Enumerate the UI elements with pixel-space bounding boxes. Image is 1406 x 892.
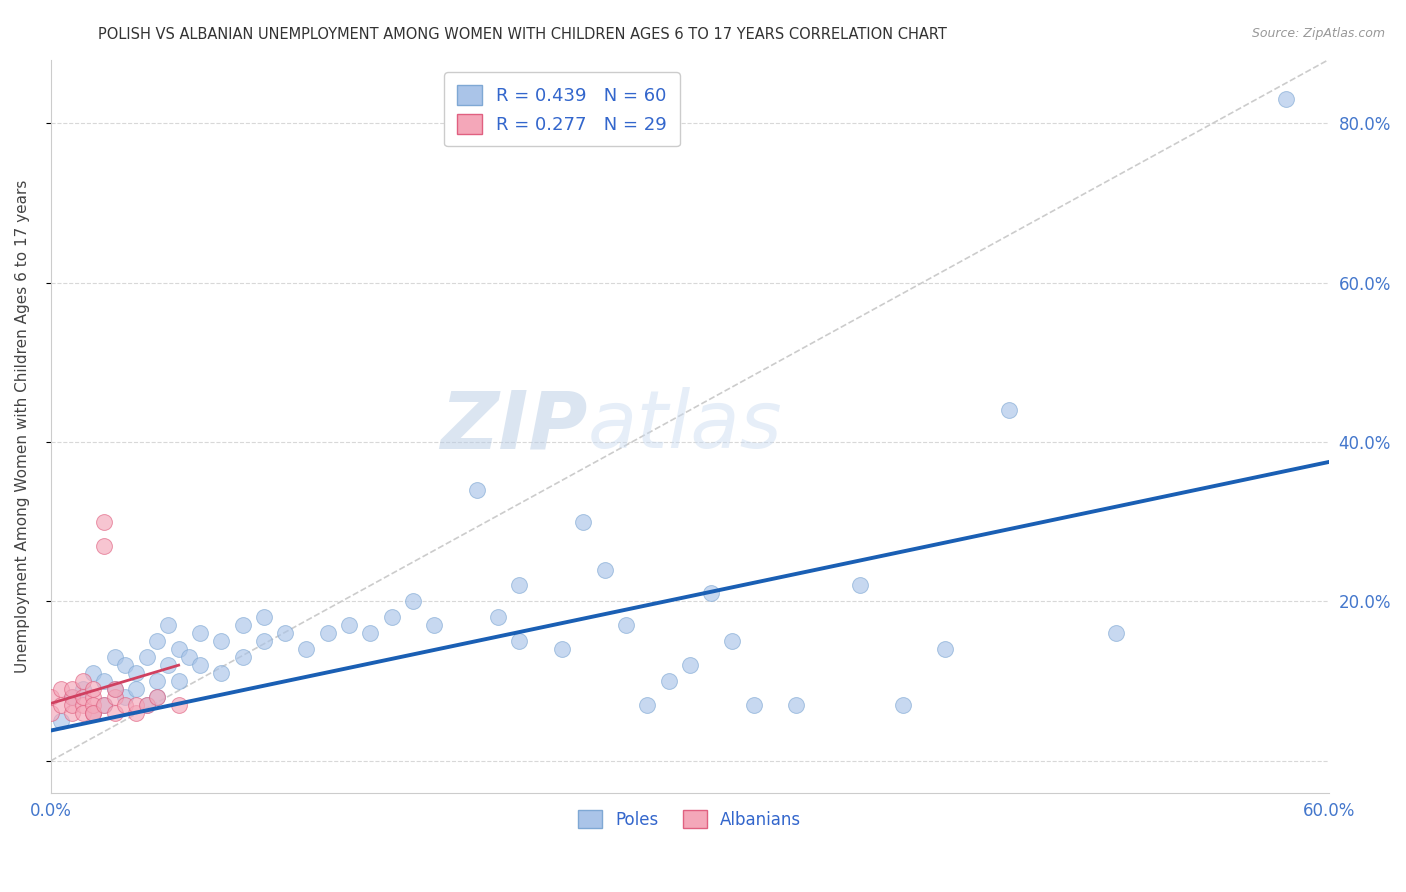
Point <box>636 698 658 712</box>
Point <box>82 666 104 681</box>
Point <box>721 634 744 648</box>
Point <box>423 618 446 632</box>
Point <box>209 634 232 648</box>
Point <box>742 698 765 712</box>
Point <box>125 682 148 697</box>
Point <box>146 690 169 704</box>
Point <box>849 578 872 592</box>
Text: POLISH VS ALBANIAN UNEMPLOYMENT AMONG WOMEN WITH CHILDREN AGES 6 TO 17 YEARS COR: POLISH VS ALBANIAN UNEMPLOYMENT AMONG WO… <box>98 27 948 42</box>
Point <box>465 483 488 497</box>
Point <box>82 698 104 712</box>
Point <box>51 714 73 728</box>
Point <box>508 578 530 592</box>
Point <box>51 682 73 697</box>
Point <box>93 698 115 712</box>
Point <box>274 626 297 640</box>
Point <box>82 690 104 704</box>
Point <box>82 706 104 720</box>
Point <box>231 618 253 632</box>
Point <box>125 666 148 681</box>
Point <box>381 610 404 624</box>
Point <box>72 682 94 697</box>
Point <box>93 698 115 712</box>
Point <box>82 706 104 720</box>
Point <box>125 706 148 720</box>
Point <box>156 618 179 632</box>
Point <box>39 690 62 704</box>
Point <box>295 642 318 657</box>
Point <box>402 594 425 608</box>
Point <box>359 626 381 640</box>
Point <box>72 698 94 712</box>
Point <box>188 658 211 673</box>
Point <box>156 658 179 673</box>
Point <box>72 706 94 720</box>
Point <box>614 618 637 632</box>
Point <box>891 698 914 712</box>
Point <box>104 650 127 665</box>
Point <box>104 682 127 697</box>
Point <box>72 690 94 704</box>
Point <box>39 706 62 720</box>
Point <box>593 563 616 577</box>
Legend: Poles, Albanians: Poles, Albanians <box>572 804 808 836</box>
Point <box>60 690 83 704</box>
Point <box>82 706 104 720</box>
Point <box>253 610 276 624</box>
Point <box>125 698 148 712</box>
Point <box>104 682 127 697</box>
Point <box>167 698 190 712</box>
Point <box>231 650 253 665</box>
Point <box>93 515 115 529</box>
Point <box>167 642 190 657</box>
Point <box>146 634 169 648</box>
Text: Source: ZipAtlas.com: Source: ZipAtlas.com <box>1251 27 1385 40</box>
Point <box>209 666 232 681</box>
Point <box>72 674 94 689</box>
Text: atlas: atlas <box>588 387 782 465</box>
Point <box>135 650 157 665</box>
Point <box>60 698 83 712</box>
Point <box>167 674 190 689</box>
Point <box>146 674 169 689</box>
Point <box>934 642 956 657</box>
Point <box>135 698 157 712</box>
Point <box>51 698 73 712</box>
Point <box>551 642 574 657</box>
Point <box>1105 626 1128 640</box>
Point <box>337 618 360 632</box>
Text: ZIP: ZIP <box>440 387 588 465</box>
Point <box>253 634 276 648</box>
Point <box>60 706 83 720</box>
Point <box>104 690 127 704</box>
Point <box>60 690 83 704</box>
Point <box>486 610 509 624</box>
Point <box>104 706 127 720</box>
Point <box>508 634 530 648</box>
Point <box>93 539 115 553</box>
Point <box>93 674 115 689</box>
Point <box>572 515 595 529</box>
Point <box>785 698 807 712</box>
Point <box>700 586 723 600</box>
Point <box>679 658 702 673</box>
Point <box>1275 92 1298 106</box>
Point <box>316 626 339 640</box>
Point <box>179 650 201 665</box>
Point <box>998 403 1021 417</box>
Point <box>146 690 169 704</box>
Point <box>188 626 211 640</box>
Y-axis label: Unemployment Among Women with Children Ages 6 to 17 years: Unemployment Among Women with Children A… <box>15 179 30 673</box>
Point <box>135 698 157 712</box>
Point <box>657 674 679 689</box>
Point <box>82 682 104 697</box>
Point <box>60 682 83 697</box>
Point <box>114 658 136 673</box>
Point <box>114 690 136 704</box>
Point <box>114 698 136 712</box>
